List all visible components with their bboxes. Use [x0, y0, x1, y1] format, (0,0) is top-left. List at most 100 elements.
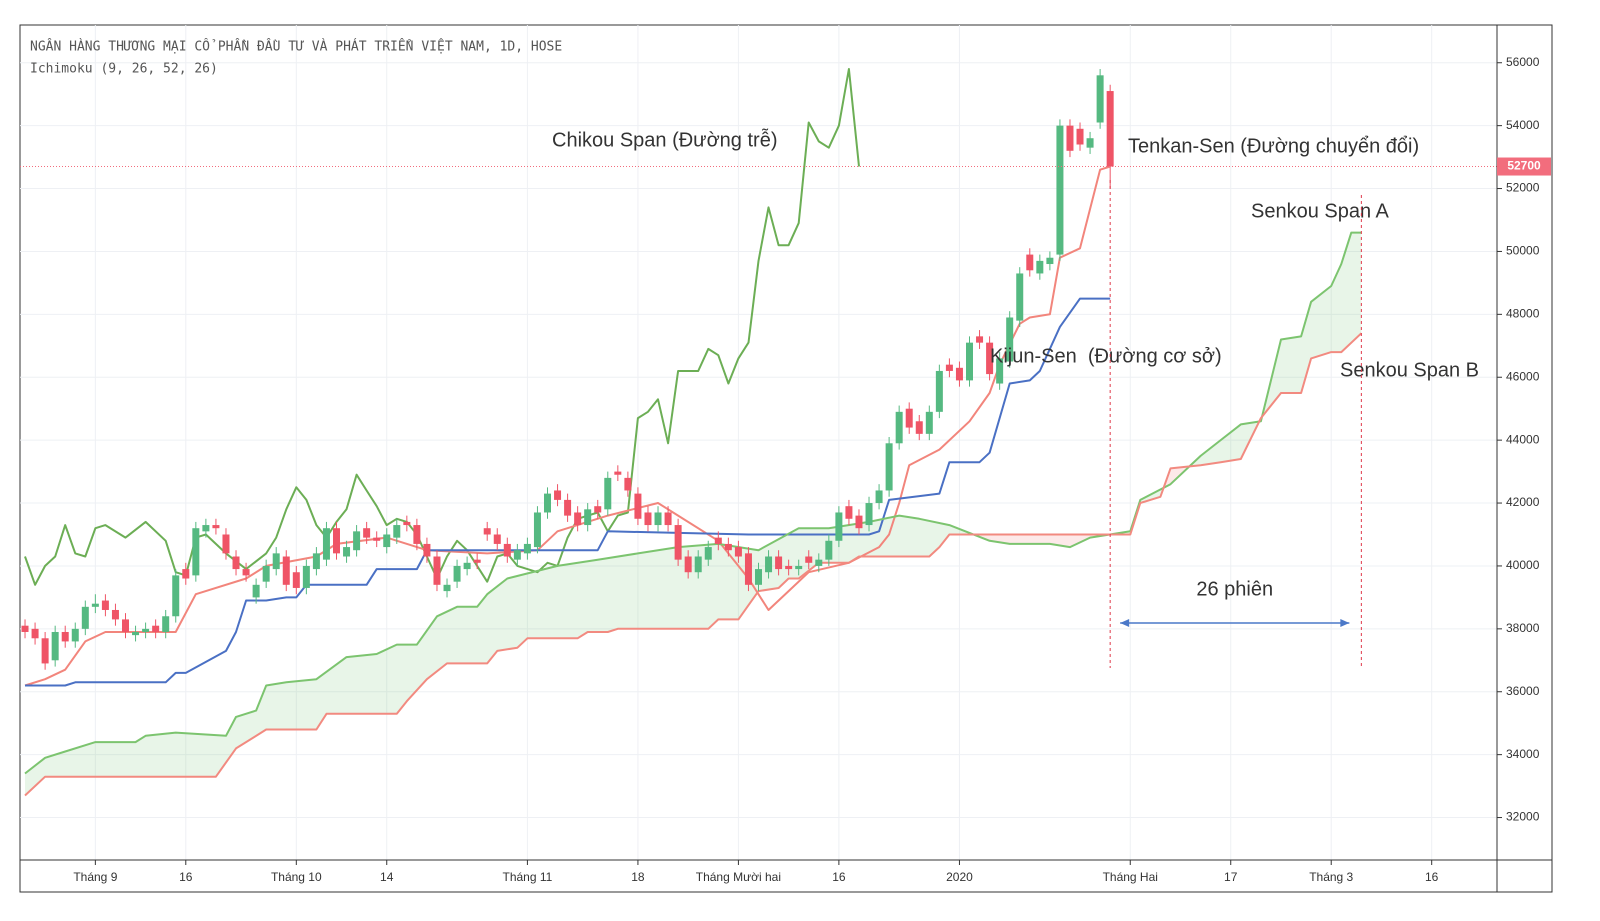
candle-body — [544, 493, 551, 513]
overlay: Chikou Span (Đường trễ) Tenkan-Sen (Đường… — [20, 128, 1497, 668]
candle-body — [91, 603, 99, 607]
candle-body — [584, 509, 592, 526]
x-tick-label: Tháng Hai — [1103, 870, 1158, 884]
line-annotation: Senkou Span A — [1251, 200, 1390, 222]
candle-body — [453, 565, 461, 582]
chart-title: NGÂN HÀNG THƯƠNG MẠI CỔ PHẦN ĐẦU TƯ VÀ P… — [30, 39, 562, 55]
candle-body — [1026, 254, 1034, 271]
candle-body — [312, 553, 320, 570]
candle-body — [1036, 260, 1044, 274]
candle-body — [302, 565, 310, 588]
candle-body — [966, 342, 973, 381]
candle-body — [503, 543, 511, 557]
candle-body — [41, 638, 49, 664]
candle-body — [162, 616, 170, 632]
candle-body — [945, 364, 953, 371]
candle-body — [935, 370, 943, 412]
candle-body — [614, 471, 622, 475]
candle-body — [664, 512, 672, 526]
x-tick-label: 16 — [179, 870, 193, 884]
y-tick-label: 52000 — [1506, 181, 1540, 195]
candle-body — [1106, 91, 1114, 167]
candle-body — [262, 565, 270, 582]
candle-body — [71, 628, 79, 642]
candle-body — [855, 515, 863, 529]
candle-body — [714, 537, 722, 544]
candle-body — [1066, 125, 1074, 151]
candle-body — [815, 559, 823, 566]
y-tick-label: 48000 — [1506, 307, 1540, 321]
candle-body — [986, 342, 994, 375]
candle-body — [132, 631, 140, 636]
candle-body — [795, 565, 803, 570]
arrow-head — [1340, 619, 1350, 627]
x-tick-label: 16 — [1425, 870, 1439, 884]
last-price-tag — [1497, 157, 1551, 176]
candle-body — [684, 556, 692, 573]
candle-body — [433, 556, 441, 585]
candle-body — [825, 540, 833, 560]
candle-body — [885, 443, 893, 491]
y-tick-label: 54000 — [1506, 118, 1540, 132]
candle-body — [925, 411, 933, 434]
candle-body — [704, 547, 712, 560]
candle-body — [101, 600, 109, 610]
candle-body — [353, 531, 361, 551]
candle-body — [383, 534, 391, 548]
candle-body — [744, 553, 752, 585]
line-annotation: Senkou Span B — [1340, 359, 1479, 381]
candle-body — [554, 490, 562, 500]
candle-body — [61, 631, 69, 642]
candle-body — [1076, 128, 1084, 145]
y-tick-label: 56000 — [1506, 55, 1540, 69]
candle-body — [654, 512, 662, 526]
chart-subtitle: Ichimoku (9, 26, 52, 26) — [30, 62, 218, 77]
candle-body — [81, 606, 89, 629]
candle-body — [594, 506, 602, 513]
candle-body — [182, 569, 190, 579]
candle-body — [875, 490, 883, 504]
candle-body — [343, 547, 351, 557]
candle-body — [282, 556, 290, 585]
candle-body — [152, 625, 160, 632]
x-tick-label: Tháng 3 — [1309, 870, 1353, 884]
y-tick-label: 32000 — [1506, 810, 1540, 824]
candle-body — [393, 525, 401, 538]
y-tick-label: 36000 — [1506, 684, 1540, 698]
candle-body — [51, 631, 59, 661]
candle-body — [845, 506, 853, 519]
candle-body — [775, 556, 783, 570]
candle-body — [976, 336, 984, 343]
x-tick-label: 18 — [631, 870, 645, 884]
candle-body — [724, 543, 732, 551]
indicator-line — [24, 68, 860, 586]
x-tick-label: Tháng Mười hai — [696, 870, 781, 884]
candle-body — [835, 512, 843, 541]
candle-body — [232, 556, 240, 570]
candle-body — [865, 503, 873, 526]
candle-body — [252, 584, 260, 598]
candle-body — [624, 477, 632, 491]
candle-body — [192, 528, 200, 576]
candle-body — [373, 537, 381, 541]
candle-body — [1006, 317, 1014, 362]
candle-body — [31, 628, 39, 639]
candle-body — [1086, 138, 1094, 148]
candle-body — [915, 421, 923, 434]
candle-body — [734, 547, 742, 557]
candle-body — [172, 575, 180, 617]
candle-body — [1016, 273, 1024, 321]
candle-body — [955, 367, 963, 381]
candle-body — [765, 556, 773, 573]
candle-body — [202, 525, 210, 532]
indicator-line — [24, 332, 1363, 797]
y-tick-label: 44000 — [1506, 432, 1540, 446]
x-tick-label: 14 — [380, 870, 394, 884]
candle-body — [111, 609, 119, 620]
cloud-fill-bullish — [25, 232, 1362, 796]
candle-body — [413, 525, 421, 544]
candle-body — [242, 569, 250, 576]
x-tick-label: Tháng 11 — [502, 870, 552, 884]
y-tick-label: 34000 — [1506, 747, 1540, 761]
